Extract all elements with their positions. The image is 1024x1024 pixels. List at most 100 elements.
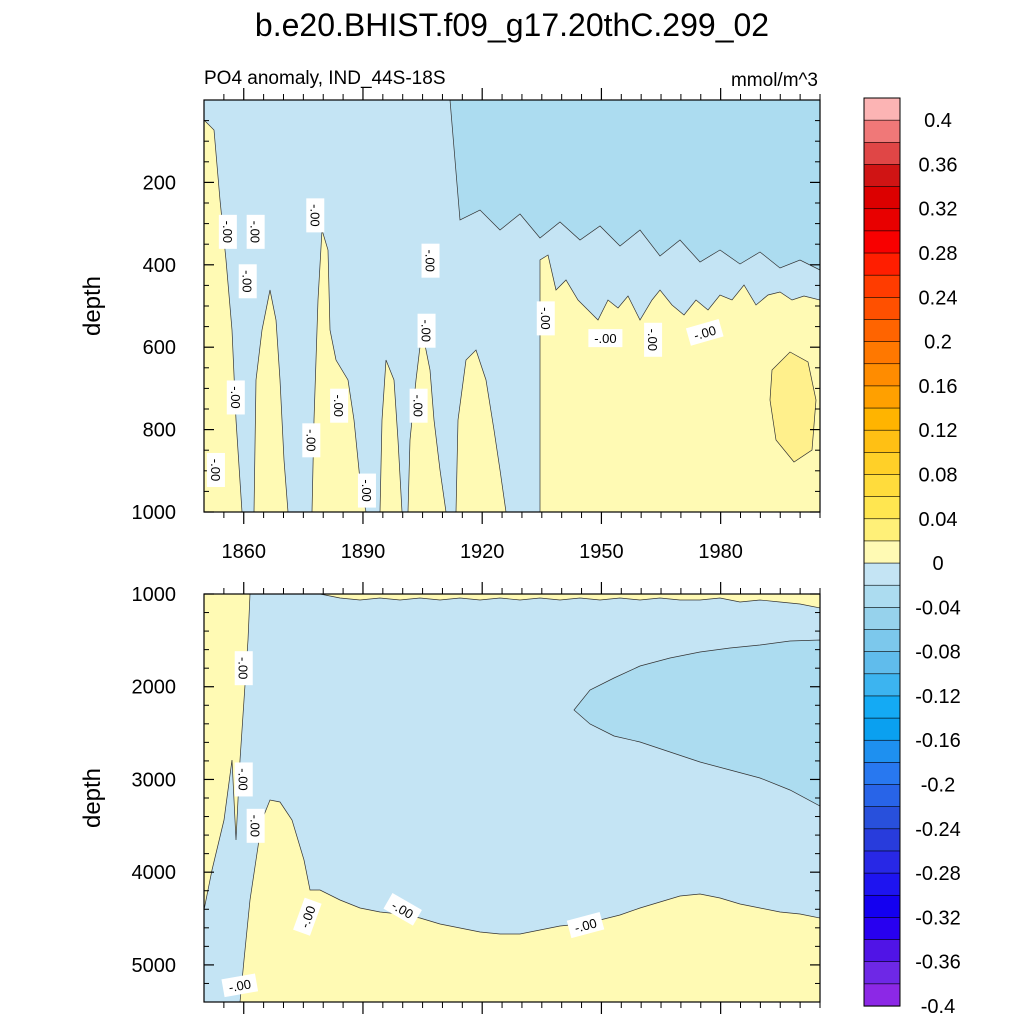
upper-contour-label: -.00 (644, 322, 663, 357)
colorbar-label: -0.32 (915, 907, 961, 929)
lower-ylabel: depth (79, 768, 106, 828)
upper-ytick-label: 1000 (132, 502, 177, 524)
colorbar-segment (863, 363, 901, 387)
colorbar-segment (863, 784, 901, 808)
colorbar-segment (863, 429, 901, 453)
upper-contour-fills (203, 99, 821, 513)
colorbar-segment (863, 385, 901, 409)
colorbar-segment (863, 739, 901, 763)
colorbar-segment (863, 607, 901, 631)
svg-text:-.00: -.00 (411, 395, 426, 417)
svg-text:-.00: -.00 (538, 307, 553, 329)
upper-ylabel: depth (79, 276, 106, 336)
colorbar-segment (863, 164, 901, 188)
colorbar-segment (863, 872, 901, 896)
upper-contour-label: -.00 (588, 329, 623, 348)
lower-contour-label: -.00 (234, 651, 253, 686)
upper-ytick-label: 800 (143, 420, 176, 442)
upper-contour-label: -.00 (206, 452, 225, 487)
colorbar-segment (863, 518, 901, 542)
lower-axis-ticks: 1000 2000 3000 4000 5000 (132, 582, 821, 1014)
colorbar-label: -0.28 (915, 863, 961, 885)
upper-contour-label: -.00 (218, 214, 237, 249)
colorbar-label: -0.36 (915, 952, 961, 974)
svg-text:-.00: -.00 (303, 429, 318, 451)
upper-contour-label: -.00 (417, 313, 436, 348)
colorbar-label: 0.16 (919, 376, 958, 398)
colorbar-label: 0 (932, 553, 943, 575)
colorbar-segment (863, 319, 901, 343)
svg-text:-.00: -.00 (423, 249, 438, 271)
colorbar-segment (863, 894, 901, 919)
svg-text:-.00: -.00 (594, 331, 616, 346)
upper-contour-label: -.00 (409, 388, 428, 423)
lower-ytick-label: 4000 (132, 862, 177, 884)
upper-contour-label: -.00 (685, 319, 724, 346)
colorbar-segment (863, 141, 901, 166)
colorbar-label: 0.2 (924, 332, 952, 354)
lower-contour-label: -.00 (566, 911, 605, 939)
lower-ytick-label: 3000 (132, 769, 177, 791)
svg-text:-.00: -.00 (220, 221, 235, 243)
upper-contour-label: -.00 (226, 380, 245, 415)
upper-xtick-label: 1980 (698, 541, 743, 563)
upper-positive-region (539, 254, 821, 513)
svg-text:-.00: -.00 (228, 976, 253, 995)
colorbar-segment (863, 806, 901, 830)
lower-contour-label: -.00 (221, 973, 259, 998)
upper-positive-strip-f (455, 349, 507, 513)
upper-positive-strip-b (253, 289, 289, 513)
svg-text:-.00: -.00 (645, 329, 660, 351)
upper-ytick-label: 200 (143, 172, 176, 194)
upper-contour-label: -.00 (238, 264, 257, 299)
colorbar-segment (863, 297, 901, 321)
colorbar-segment (863, 651, 901, 675)
colorbar-segment (863, 407, 901, 431)
colorbar-segment (863, 97, 901, 121)
colorbar-segment (863, 673, 901, 697)
colorbar-label: -0.08 (915, 642, 961, 664)
upper-contour-label: -.00 (306, 198, 325, 233)
upper-contour-label: -.00 (536, 301, 555, 336)
upper-contour-label: -.00 (246, 214, 265, 249)
colorbar-label: 0.24 (919, 287, 958, 309)
upper-xtick-label: 1890 (341, 541, 386, 563)
colorbar-label: 0.36 (919, 154, 958, 176)
lower-contour-label: -.00 (246, 808, 265, 843)
colorbar-segment (863, 496, 901, 520)
colorbar-segment (863, 474, 901, 498)
colorbar-label: 0.28 (919, 243, 958, 265)
colorbar-segment (863, 540, 901, 564)
lower-contour-label: -.00 (293, 897, 322, 936)
colorbar-segment (863, 961, 901, 985)
colorbar-segment (863, 186, 901, 210)
colorbar-label: -0.2 (921, 775, 955, 797)
colorbar-segment (863, 252, 901, 276)
colorbar-label: -0.12 (915, 686, 961, 708)
colorbar-label: -0.16 (915, 730, 961, 752)
upper-positive-core (769, 351, 817, 463)
colorbar-segment (863, 717, 901, 741)
colorbar-segment (863, 983, 901, 1007)
colorbar-label: -0.4 (921, 996, 955, 1018)
lower-ytick-label: 1000 (132, 584, 177, 606)
upper-ytick-label: 400 (143, 255, 176, 277)
colorbar: 0.4 0.36 0.32 0.28 0.24 0.2 0.16 0.12 0.08 0.04 0 -… (863, 97, 961, 1018)
upper-contour-label: -.00 (302, 423, 321, 458)
svg-text:-.00: -.00 (419, 320, 434, 342)
colorbar-segment (863, 584, 901, 608)
chart-title: b.e20.BHIST.f09_g17.20thC.299_02 (255, 7, 769, 43)
svg-text:-.00: -.00 (240, 270, 255, 292)
upper-xtick-label: 1920 (460, 541, 505, 563)
colorbar-label: -0.24 (915, 819, 961, 841)
upper-panel: 200 400 600 800 1000 1860 1890 1920 1950 1980 -.0… (79, 88, 821, 563)
colorbar-label: 0.32 (919, 199, 958, 221)
svg-text:-.00: -.00 (248, 815, 263, 837)
colorbar-segment (863, 629, 901, 653)
svg-text:-.00: -.00 (228, 386, 243, 408)
svg-text:-.00: -.00 (248, 221, 263, 243)
colorbar-frame (863, 97, 901, 1007)
svg-text:-.00: -.00 (359, 479, 374, 501)
colorbar-segment (863, 119, 901, 143)
chart-subtitle: PO4 anomaly, IND_44S-18S (204, 68, 446, 89)
